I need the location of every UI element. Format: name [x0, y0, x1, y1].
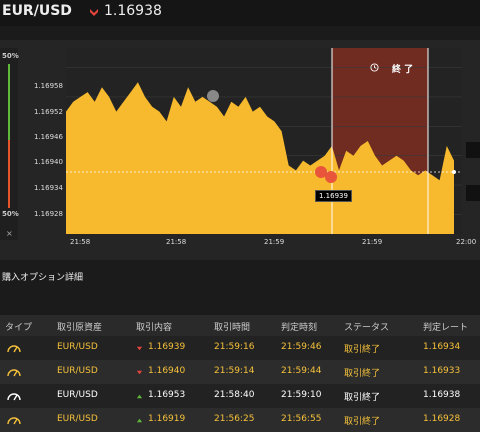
y-tick: 1.16940 [34, 158, 63, 166]
y-tick: 1.16958 [34, 82, 63, 90]
gauge-icon [7, 369, 21, 377]
x-tick: 21:59 [362, 238, 383, 246]
y-tick: 1.16934 [34, 184, 63, 192]
down-arrow-icon [136, 346, 143, 351]
col-header: 取引内容 [136, 323, 173, 333]
rate-cell: 1.16919 [148, 414, 186, 424]
time-cell: 21:56:25 [214, 414, 255, 424]
time-cell: 21:59:14 [214, 366, 255, 376]
col-header: ステータス [344, 323, 390, 333]
result-cell: 1.16938 [423, 390, 461, 400]
table-row[interactable]: EUR/USD 1.16940 21:59:14 21:59:44 取引終了 1.1693… [0, 360, 480, 384]
current-price-dot [452, 170, 456, 174]
status-cell: 取引終了 [344, 417, 381, 427]
result-cell: 1.16934 [423, 342, 461, 352]
put-button[interactable] [466, 185, 480, 201]
rate-tag: 1.16939 [315, 190, 352, 202]
status-cell: 取引終了 [344, 345, 381, 355]
time-cell: 21:59:16 [214, 342, 255, 352]
table-row[interactable]: EUR/USD 1.16953 21:58:40 21:59:10 取引終了 1.1693… [0, 384, 480, 408]
marker-down-icon [325, 171, 337, 183]
asset-cell: EUR/USD [57, 366, 98, 376]
status-cell: 取引終了 [344, 369, 381, 379]
high-bar [8, 64, 10, 140]
asset-cell: EUR/USD [57, 414, 98, 424]
x-tick: 21:59 [264, 238, 285, 246]
result-cell: 1.16933 [423, 366, 461, 376]
col-header: 取引時間 [214, 323, 251, 333]
marker-down-icon [315, 166, 327, 178]
currency-pair[interactable]: EUR/USD [2, 3, 72, 19]
judge-cell: 21:59:46 [281, 342, 322, 352]
asset-cell: EUR/USD [57, 342, 98, 352]
end-label: 終 了 [392, 65, 414, 75]
table-row[interactable]: EUR/USD 1.16919 21:56:25 21:56:55 取引終了 1.1692… [0, 408, 480, 432]
time-cell: 21:58:40 [214, 390, 255, 400]
header-bar: EUR/USD 1.16938 [0, 0, 480, 26]
close-sidebar-button[interactable]: × [6, 229, 13, 238]
y-tick: 1.16946 [34, 133, 63, 141]
price-chart [66, 48, 462, 234]
table-header: タイプ 取引原資産 取引内容 取引時間 判定時刻 ステータス 判定レート [0, 315, 480, 336]
sentiment-bar: 50% 50% [0, 48, 19, 240]
down-arrow-icon [136, 370, 143, 375]
y-tick: 1.16928 [34, 210, 63, 218]
up-arrow-icon [136, 418, 143, 423]
low-bar [8, 140, 10, 208]
down-arrow-icon [90, 9, 98, 16]
x-tick: 21:58 [70, 238, 91, 246]
top-percent: 50% [2, 52, 19, 60]
bottom-percent: 50% [2, 210, 19, 218]
clock-icon [370, 63, 379, 72]
col-header: 判定時刻 [281, 323, 318, 333]
rate-cell: 1.16953 [148, 390, 186, 400]
gauge-icon [7, 417, 21, 425]
col-header: 取引原資産 [57, 323, 103, 333]
x-tick: 22:00 [456, 238, 477, 246]
judge-cell: 21:59:10 [281, 390, 322, 400]
marker-neutral-icon [207, 90, 219, 102]
current-price: 1.16938 [104, 3, 162, 19]
col-header: タイプ [5, 323, 33, 333]
up-arrow-icon [136, 394, 143, 399]
gauge-icon [7, 393, 21, 401]
judge-cell: 21:56:55 [281, 414, 322, 424]
col-header: 判定レート [423, 323, 469, 333]
price-area [66, 82, 454, 234]
x-tick: 21:58 [166, 238, 187, 246]
asset-cell: EUR/USD [57, 390, 98, 400]
rate-cell: 1.16940 [148, 366, 186, 376]
call-button[interactable] [466, 142, 480, 158]
rate-cell: 1.16939 [148, 342, 186, 352]
status-cell: 取引終了 [344, 393, 381, 403]
gauge-icon [7, 345, 21, 353]
table-row[interactable]: EUR/USD 1.16939 21:59:16 21:59:46 取引終了 1.1693… [0, 336, 480, 360]
judge-cell: 21:59:44 [281, 366, 322, 376]
section-title: 購入オプション詳細 [2, 273, 84, 283]
result-cell: 1.16928 [423, 414, 461, 424]
y-tick: 1.16952 [34, 108, 63, 116]
